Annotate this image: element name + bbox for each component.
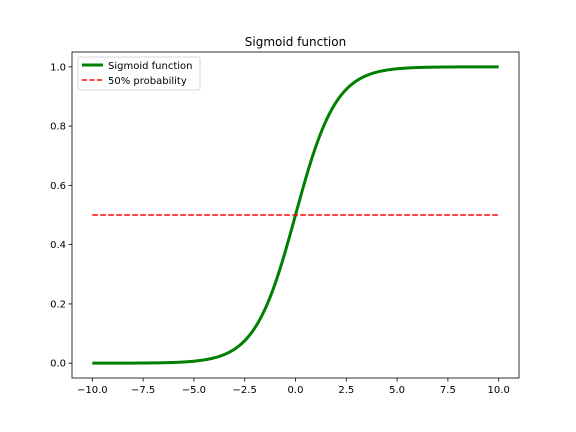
y-tick-label: 0.4	[50, 240, 66, 251]
y-tick-label: 0.6	[50, 181, 66, 192]
y-tick-label: 0.0	[50, 359, 66, 370]
axis-ticks: −10.0 −7.5 −5.0 −2.5 0.0 2.5 5.0 7.5 10.0 0.0 0.2 0…	[50, 62, 510, 396]
y-tick-label: 0.2	[50, 299, 66, 310]
legend-box	[77, 56, 201, 91]
legend: Sigmoid function 50% probability	[77, 56, 201, 91]
x-tick-label: −10.0	[77, 385, 108, 396]
x-tick-label: −2.5	[233, 385, 257, 396]
legend-label-sigmoid: Sigmoid function	[108, 61, 193, 72]
axes-frame	[71, 51, 520, 379]
x-tick-label: −5.0	[182, 385, 206, 396]
x-tick-label: 10.0	[488, 385, 510, 396]
x-tick-label: −7.5	[131, 385, 155, 396]
x-tick-label: 0.0	[288, 385, 304, 396]
x-tick-label: 7.5	[440, 385, 456, 396]
chart-title: Sigmoid function	[245, 35, 346, 49]
legend-label-threshold: 50% probability	[108, 76, 187, 87]
plot-area	[92, 65, 499, 365]
y-tick-label: 0.8	[50, 122, 66, 133]
y-tick-label: 1.0	[50, 62, 66, 73]
x-tick-label: 2.5	[338, 385, 354, 396]
x-tick-label: 5.0	[389, 385, 405, 396]
